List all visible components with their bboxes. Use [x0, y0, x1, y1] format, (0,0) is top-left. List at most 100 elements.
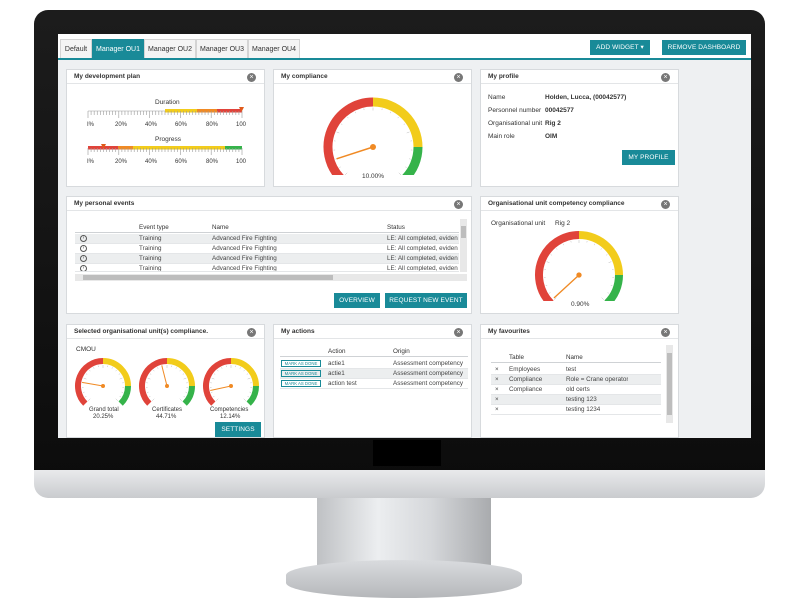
gauge-tick [336, 131, 340, 134]
table-header: Event type Name Status [75, 223, 459, 233]
events-scrollbar-horizontal[interactable] [75, 274, 467, 281]
gauge-tick [87, 398, 91, 402]
table-row[interactable]: × Compliance old certs [491, 385, 661, 395]
widget-selected-ou-compliance: Selected organisational unit(s) complian… [66, 324, 265, 438]
action-origin: Assessment competency [393, 360, 463, 367]
gauge-tick [115, 398, 119, 402]
overview-button[interactable]: OVERVIEW [334, 293, 380, 308]
grand-total-gauge [75, 358, 131, 406]
remove-favourite-icon[interactable]: × [495, 376, 499, 383]
progress-tick: 100 [236, 159, 247, 165]
gauge-tick [344, 172, 348, 175]
widget-my-compliance: My compliance × 10.00% [273, 69, 472, 187]
gauge-tick [148, 395, 151, 398]
remove-favourite-icon[interactable]: × [495, 396, 499, 403]
favourite-name: Role = Crane operator [566, 376, 629, 383]
action-name: actie1 [328, 370, 345, 377]
compliance-value: 10.00% [362, 173, 385, 180]
table-row: MARK AS DONE action test Assessment comp… [280, 379, 468, 389]
tab-manager-ou2[interactable]: Manager OU2 [144, 39, 196, 58]
remove-favourite-icon[interactable]: × [495, 366, 499, 373]
gauge-tick [212, 395, 215, 398]
duration-tick: 20% [115, 122, 128, 128]
gauge-tick [239, 367, 241, 369]
mark-as-done-button[interactable]: MARK AS DONE [281, 380, 321, 387]
table-row[interactable]: × Compliance Role = Crane operator [491, 375, 661, 385]
progress-tick: I% [87, 159, 95, 165]
gauge-band [604, 274, 623, 301]
view-icon[interactable]: › [80, 265, 87, 271]
gauge-tick [84, 395, 87, 398]
table-row[interactable]: × Employees test [491, 365, 661, 375]
tab-manager-ou1[interactable]: Manager OU1 [92, 39, 144, 58]
compliance-gauge [323, 97, 423, 175]
close-icon[interactable]: × [661, 328, 670, 337]
gauge-tick [605, 254, 608, 256]
profile-name-label: Name [488, 94, 506, 101]
gauge-tick [175, 367, 177, 369]
gauge-tick [217, 369, 219, 372]
action-name: actie1 [328, 360, 345, 367]
add-widget-button[interactable]: ADD WIDGET ▾ [590, 40, 650, 55]
duration-tick: I% [87, 122, 95, 128]
gauge-band [166, 358, 195, 387]
favourites-scrollbar-vertical[interactable] [666, 345, 673, 423]
tab-manager-ou3[interactable]: Manager OU3 [196, 39, 248, 58]
remove-dashboard-button[interactable]: REMOVE DASHBOARD [662, 40, 746, 55]
action-name: action test [328, 380, 357, 387]
view-icon[interactable]: › [80, 245, 87, 252]
tab-default[interactable]: Default [60, 39, 92, 58]
gauge-band [323, 97, 374, 175]
progress-label: Progress [155, 136, 182, 143]
gauge-tick [398, 172, 402, 175]
events-scrollbar-vertical[interactable] [460, 219, 467, 272]
close-icon[interactable]: × [454, 200, 463, 209]
table-row[interactable]: × testing 1234 [491, 405, 661, 415]
view-icon[interactable]: › [80, 235, 87, 242]
gauge-tick [153, 369, 155, 372]
gauge-tick [607, 292, 609, 294]
request-new-event-button[interactable]: REQUEST NEW EVENT [385, 293, 467, 308]
remove-favourite-icon[interactable]: × [495, 406, 499, 413]
duration-bar [87, 107, 244, 118]
close-icon[interactable]: × [661, 200, 670, 209]
actions-table: Action Origin MARK AS DONE actie1 Assess… [280, 347, 468, 397]
table-row[interactable]: › Training Advanced Fire Fighting LE: Al… [75, 234, 459, 244]
gauge-label: Competencies [210, 407, 249, 413]
progress-tick: 40% [145, 159, 158, 165]
close-icon[interactable]: × [661, 73, 670, 82]
gauge-tick [247, 377, 251, 380]
widget-development-plan: My development plan × Duration I% 20% 40… [66, 69, 265, 187]
gauge-tick [593, 243, 596, 246]
close-icon[interactable]: × [454, 73, 463, 82]
my-profile-button[interactable]: MY PROFILE [622, 150, 675, 165]
table-row[interactable]: › Training Advanced Fire Fighting LE: Al… [75, 244, 459, 254]
gauge-tick [221, 367, 223, 369]
tab-manager-ou4[interactable]: Manager OU4 [248, 39, 300, 58]
gauge-tick [93, 367, 95, 369]
close-icon[interactable]: × [454, 328, 463, 337]
gauge-tick [149, 373, 152, 375]
table-row: MARK AS DONE actie1 Assessment competenc… [280, 359, 468, 369]
action-origin: Assessment competency [393, 370, 463, 377]
view-icon[interactable]: › [80, 255, 87, 262]
gauge-hub [165, 384, 169, 388]
gauge-label: Grand total [89, 407, 119, 413]
gauge-tick [215, 398, 219, 402]
table-row[interactable]: › Training Advanced Fire Fighting LE: Al… [75, 264, 459, 272]
profile-unit-value: Rig 2 [545, 120, 561, 127]
duration-tick: 60% [175, 122, 188, 128]
gauge-tick [247, 395, 250, 398]
gauge-hub [229, 384, 233, 388]
mark-as-done-button[interactable]: MARK AS DONE [281, 360, 321, 367]
table-row[interactable]: × testing 123 [491, 395, 661, 405]
remove-favourite-icon[interactable]: × [495, 386, 499, 393]
table-row[interactable]: › Training Advanced Fire Fighting LE: Al… [75, 254, 459, 264]
event-status: LE: All completed, eviden [387, 245, 458, 252]
gauge-tick [119, 395, 122, 398]
settings-button[interactable]: SETTINGS [215, 422, 261, 437]
mark-as-done-button[interactable]: MARK AS DONE [281, 370, 321, 377]
widget-my-favourites: My favourites × Table Name × Employees t… [480, 324, 679, 438]
close-icon[interactable]: × [247, 73, 256, 82]
close-icon[interactable]: × [247, 328, 256, 337]
